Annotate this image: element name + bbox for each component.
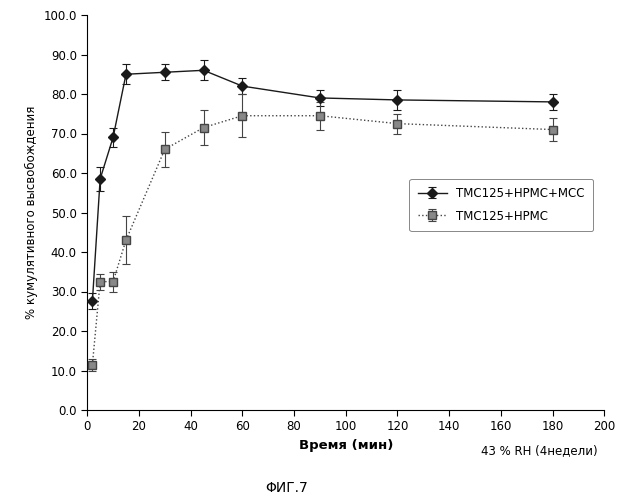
Y-axis label: % кумулятивного высвобождения: % кумулятивного высвобождения (25, 106, 38, 319)
Legend: TMC125+HPMC+MCC, TMC125+HPMC: TMC125+HPMC+MCC, TMC125+HPMC (409, 179, 593, 231)
X-axis label: Время (мин): Время (мин) (298, 439, 393, 452)
Text: 43 % RH (4недели): 43 % RH (4недели) (482, 444, 598, 458)
Text: ΦИГ.7: ΦИГ.7 (265, 481, 308, 495)
